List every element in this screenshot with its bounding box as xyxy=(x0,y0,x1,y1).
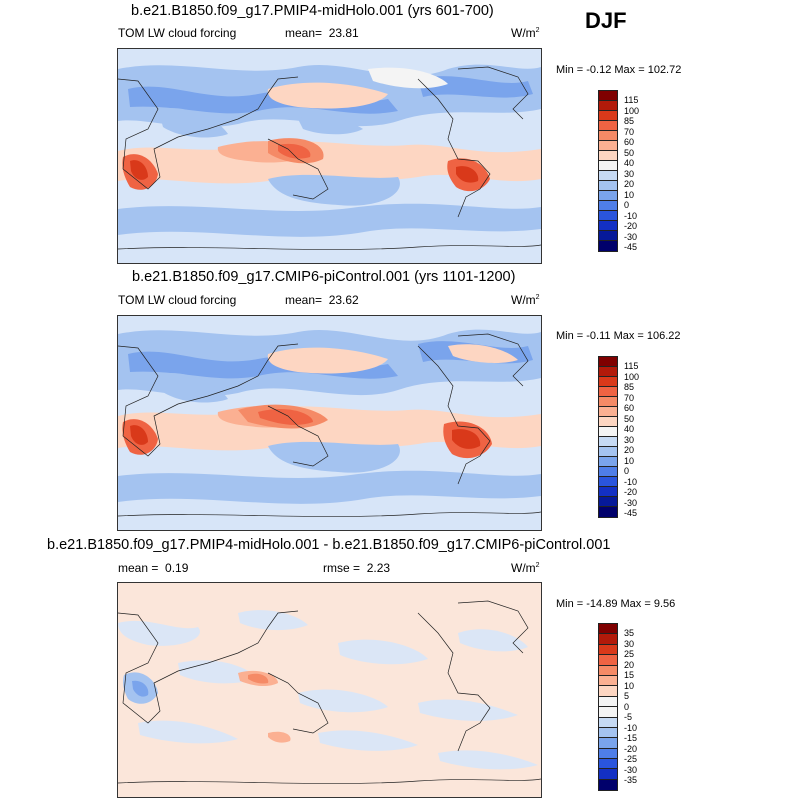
panel1-map xyxy=(117,48,542,264)
colorbar-tick: 70 xyxy=(624,392,635,403)
panel3-colorbar-ticks: 35 30 25 20 15 10 5 0 -5 -10 -15 -20 -25… xyxy=(624,628,637,786)
panel2-map xyxy=(117,315,542,531)
panel3-mean: mean = 0.19 xyxy=(118,561,189,575)
colorbar-tick: 115 xyxy=(624,361,639,371)
panel1-title: b.e21.B1850.f09_g17.PMIP4-midHolo.001 (y… xyxy=(131,3,494,19)
colorbar-tick: 25 xyxy=(624,649,635,659)
colorbar-tick: 15 xyxy=(624,670,635,680)
season-label: DJF xyxy=(585,8,627,33)
colorbar-tick: 20 xyxy=(624,179,635,189)
colorbar-tick: -35 xyxy=(624,775,638,785)
colorbar-tick: -20 xyxy=(624,743,638,754)
colorbar-tick: 10 xyxy=(624,680,635,691)
colorbar-tick: 50 xyxy=(624,413,635,424)
colorbar-tick: -15 xyxy=(624,733,638,743)
panel1-minmax: Min = -0.12 Max = 102.72 xyxy=(556,64,682,76)
colorbar-tick: 10 xyxy=(624,455,635,466)
colorbar-tick: 40 xyxy=(624,158,635,168)
colorbar-tick: -10 xyxy=(624,476,638,487)
colorbar-tick: -30 xyxy=(624,231,638,242)
panel3-rmse: rmse = 2.23 xyxy=(323,561,391,575)
panel2-units: W/m2 xyxy=(511,293,540,307)
colorbar-tick: -10 xyxy=(624,210,638,221)
colorbar-tick: 30 xyxy=(624,434,635,445)
colorbar-tick: 115 xyxy=(624,95,639,105)
panel2-colorbar-ticks: 115 100 85 70 60 50 40 30 20 10 0 -10 -2… xyxy=(624,361,639,519)
panel1-units: W/m2 xyxy=(511,26,540,40)
colorbar-tick: -30 xyxy=(624,764,638,775)
colorbar-tick: 5 xyxy=(624,691,630,701)
colorbar-tick: 70 xyxy=(624,126,635,137)
panel3-map xyxy=(117,582,542,798)
colorbar-tick: 0 xyxy=(624,466,630,476)
colorbar-tick: 0 xyxy=(624,200,630,210)
panel1-mean: mean= 23.81 xyxy=(285,26,359,40)
colorbar-tick: 20 xyxy=(624,445,635,455)
panel2-minmax: Min = -0.11 Max = 106.22 xyxy=(556,330,681,342)
panel2-variable: TOM LW cloud forcing xyxy=(118,293,237,307)
colorbar-tick: 50 xyxy=(624,147,635,158)
panel3-units: W/m2 xyxy=(511,561,540,575)
colorbar-tick: 60 xyxy=(624,403,635,413)
panel2-mean: mean= 23.62 xyxy=(285,293,359,307)
colorbar-tick: 30 xyxy=(624,168,635,179)
panel3-colorbar xyxy=(598,623,618,792)
colorbar-tick: 20 xyxy=(624,659,635,670)
colorbar-tick: -10 xyxy=(624,722,638,733)
colorbar-tick: 35 xyxy=(624,628,635,638)
colorbar-tick: 60 xyxy=(624,137,635,147)
colorbar-tick: -5 xyxy=(624,712,633,722)
colorbar-tick: 40 xyxy=(624,424,635,434)
colorbar-tick: -20 xyxy=(624,221,638,231)
panel2-title: b.e21.B1850.f09_g17.CMIP6-piControl.001 … xyxy=(132,269,516,285)
colorbar-tick: 10 xyxy=(624,189,635,200)
colorbar-tick: -20 xyxy=(624,487,638,497)
colorbar-tick: 85 xyxy=(624,116,635,126)
colorbar-tick: -30 xyxy=(624,497,638,508)
panel2-colorbar xyxy=(598,356,618,518)
colorbar-tick: -45 xyxy=(624,242,638,252)
colorbar-tick: 100 xyxy=(624,371,640,382)
colorbar-tick: 100 xyxy=(624,105,640,116)
colorbar-tick: 85 xyxy=(624,382,635,392)
panel1-colorbar-ticks: 115 100 85 70 60 50 40 30 20 10 0 -10 -2… xyxy=(624,95,639,253)
colorbar-tick: 30 xyxy=(624,638,635,649)
panel1-variable: TOM LW cloud forcing xyxy=(118,26,237,40)
panel3-minmax: Min = -14.89 Max = 9.56 xyxy=(556,598,676,610)
colorbar-tick: 0 xyxy=(624,701,630,712)
colorbar-tick: -45 xyxy=(624,508,638,518)
panel3-title: b.e21.B1850.f09_g17.PMIP4-midHolo.001 - … xyxy=(47,537,611,553)
colorbar-tick: -25 xyxy=(624,754,638,764)
panel1-colorbar xyxy=(598,90,618,252)
